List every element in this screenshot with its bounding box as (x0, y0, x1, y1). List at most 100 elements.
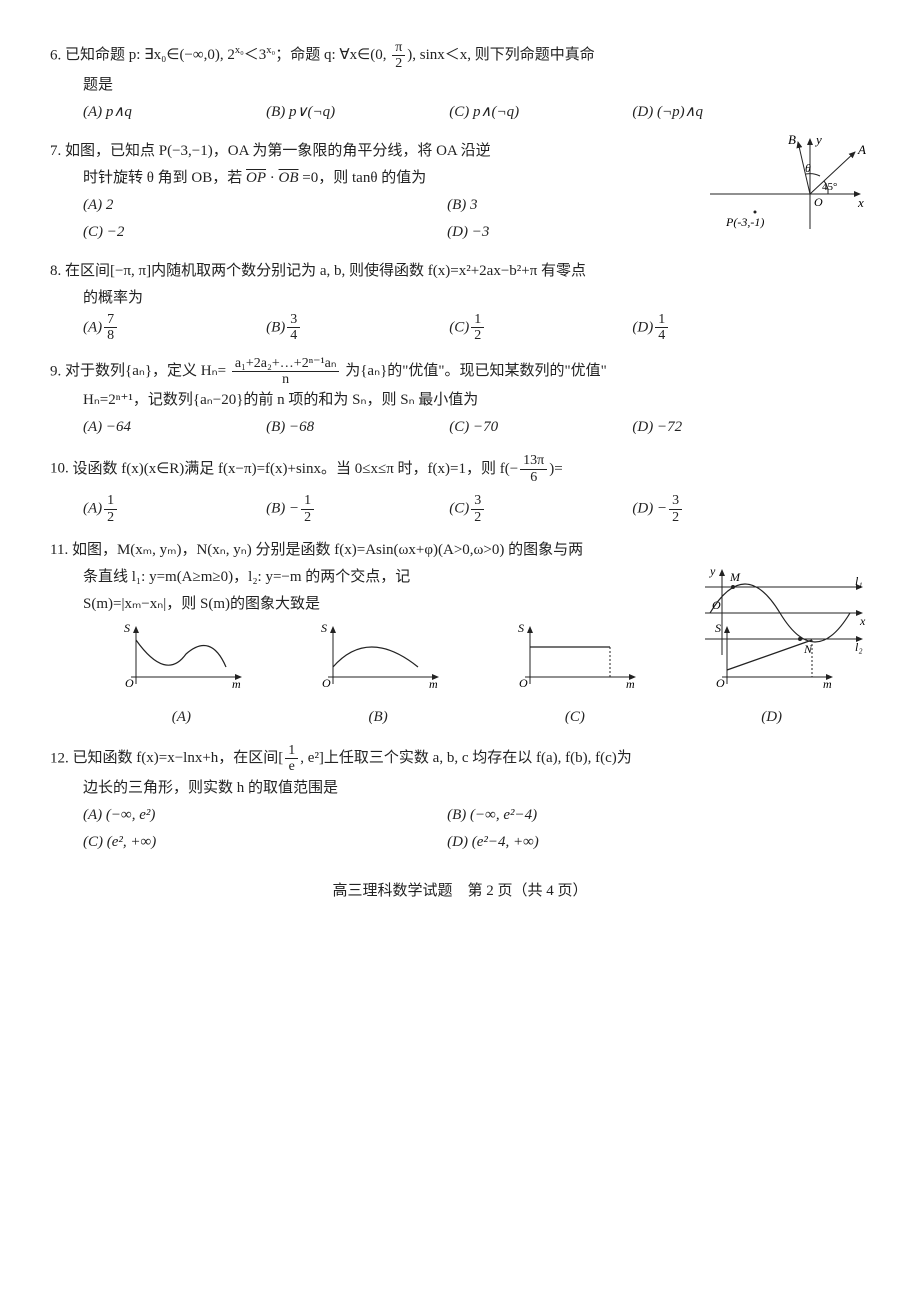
panel-c: S O m (C) (510, 622, 640, 731)
option-d: (D) −72 (632, 414, 805, 441)
option-b: (B) p∨(¬q) (266, 99, 439, 126)
panel-label-b: (B) (313, 704, 443, 731)
svg-text:O: O (716, 676, 725, 690)
q-text: 已知命题 p: ∃x₀∈(−∞,0), 2x₀＜3x₀；命题 q: ∀x∈(0,… (65, 47, 595, 63)
option-d: (D)14 (632, 312, 805, 344)
fraction: 12 (301, 493, 314, 525)
question-6: 6. 已知命题 p: ∃x₀∈(−∞,0), 2x₀＜3x₀；命题 q: ∀x∈… (50, 40, 870, 126)
panel-b-svg: S O m (313, 622, 443, 692)
label-x: x (857, 195, 864, 210)
label-y: y (814, 134, 822, 147)
text: 时针旋转 θ 角到 OB，若 (83, 170, 242, 186)
question-8: 8. 在区间[−π, π]内随机取两个数分别记为 a, b, 则使得函数 f(x… (50, 258, 870, 344)
vector-OP: OP (246, 170, 266, 186)
panel-label-a: (A) (116, 704, 246, 731)
option-b: (B) (−∞, e²−4) (447, 802, 801, 829)
label-N: N (803, 642, 813, 656)
q-num: 6. (50, 47, 61, 63)
fraction: 12 (104, 493, 117, 525)
fraction: 13π6 (520, 453, 547, 485)
fraction: 12 (471, 312, 484, 344)
fraction: 32 (471, 493, 484, 525)
panel-a: S O m (A) (116, 622, 246, 731)
q-line1: 如图，已知点 P(−3,−1)，OA 为第一象限的角平分线，将 OA 沿逆 (65, 143, 491, 159)
option-a: (A)78 (83, 312, 256, 344)
option-a: (A) −64 (83, 414, 256, 441)
text: )= (549, 461, 562, 477)
label-M: M (729, 570, 741, 584)
q11-diagram-svg: M N y x O l₁ l₂ (700, 565, 870, 660)
svg-text:O: O (519, 676, 528, 690)
label-O: O (712, 598, 721, 612)
q7-diagram-svg: A B y x O 45° θ P(-3,-1) (700, 134, 870, 239)
option-c: (C) (e², +∞) (83, 829, 437, 856)
q-line2: 的概率为 (50, 285, 870, 312)
fraction: 78 (104, 312, 117, 344)
q-num: 9. (50, 363, 61, 379)
svg-text:m: m (823, 677, 832, 691)
panel-label-d: (D) (707, 704, 837, 731)
q-num: 10. (50, 461, 69, 477)
option-a: (A) 2 (83, 192, 437, 219)
fraction: a₁+2a₂+…+2ⁿ⁻¹aₙn (232, 356, 340, 388)
text: ；命题 q: ∀x∈(0, (275, 47, 390, 63)
label-angle: 45° (822, 181, 837, 193)
q-line2: 题是 (50, 72, 870, 99)
options-row2: (C) (e², +∞) (D) (e²−4, +∞) (50, 829, 870, 856)
options: (A) −64 (B) −68 (C) −70 (D) −72 (50, 414, 870, 441)
option-a: (A) (−∞, e²) (83, 802, 437, 829)
q-line1: 设函数 f(x)(x∈R)满足 f(x−π)=f(x)+sinx。当 0≤x≤π… (73, 461, 563, 477)
option-c: (C) −70 (449, 414, 622, 441)
label-l2: l₂ (855, 640, 863, 654)
vector-OB: OB (279, 170, 299, 186)
question-10: 10. 设函数 f(x)(x∈R)满足 f(x−π)=f(x)+sinx。当 0… (50, 453, 870, 525)
svg-text:O: O (125, 676, 134, 690)
option-b: (B)34 (266, 312, 439, 344)
option-c: (C) p∧(¬q) (449, 99, 622, 126)
text: ), sinx＜x, 则下列命题中真命 (407, 47, 595, 63)
options: (A)12 (B) −12 (C)32 (D) −32 (50, 493, 870, 525)
option-c: (C)12 (449, 312, 622, 344)
q-line1: 已知函数 f(x)=x−lnx+h，在区间[1e, e²]上任取三个实数 a, … (73, 750, 632, 766)
text: =0，则 tanθ 的值为 (302, 170, 426, 186)
option-d: (D) (e²−4, +∞) (447, 829, 801, 856)
q-line2: Hₙ=2ⁿ⁺¹，记数列{aₙ−20}的前 n 项的和为 Sₙ，则 Sₙ 最小值为 (50, 387, 870, 414)
svg-text:S: S (518, 622, 524, 635)
q-line1: 如图，M(xₘ, yₘ)，N(xₙ, yₙ) 分别是函数 f(x)=Asin(ω… (72, 542, 583, 558)
option-b: (B) −68 (266, 414, 439, 441)
fraction: 32 (669, 493, 682, 525)
text: 已知命题 p: ∃x₀∈(−∞,0), 2 (65, 47, 235, 63)
text: , e²]上任取三个实数 a, b, c 均存在以 f(a), f(b), f(… (300, 750, 632, 766)
label-y: y (709, 565, 716, 578)
panel-c-svg: S O m (510, 622, 640, 692)
fraction: π2 (392, 40, 405, 72)
figure-q7: A B y x O 45° θ P(-3,-1) (700, 134, 870, 249)
question-9: 9. 对于数列{aₙ}，定义 Hₙ= a₁+2a₂+…+2ⁿ⁻¹aₙn 为{aₙ… (50, 356, 870, 442)
text: 已知函数 f(x)=x−lnx+h，在区间[ (73, 750, 284, 766)
page-footer: 高三理科数学试题 第 2 页（共 4 页） (50, 878, 870, 905)
svg-text:m: m (232, 677, 241, 691)
fraction: 1e (285, 743, 298, 775)
text: 设函数 f(x)(x∈R)满足 f(x−π)=f(x)+sinx。当 0≤x≤π… (73, 461, 519, 477)
question-7: A B y x O 45° θ P(-3,-1) 7. 如图，已知点 P(−3,… (50, 138, 870, 246)
label-x: x (859, 614, 866, 628)
question-12: 12. 已知函数 f(x)=x−lnx+h，在区间[1e, e²]上任取三个实数… (50, 743, 870, 856)
panel-label-c: (C) (510, 704, 640, 731)
panel-a-svg: S O m (116, 622, 246, 692)
label-B: B (788, 134, 796, 147)
text: 对于数列{aₙ}，定义 Hₙ= (65, 363, 226, 379)
figure-q11-main: M N y x O l₁ l₂ (700, 565, 870, 670)
options: (A)78 (B)34 (C)12 (D)14 (50, 312, 870, 344)
q-line1: 在区间[−π, π]内随机取两个数分别记为 a, b, 则使得函数 f(x)=x… (65, 263, 586, 279)
fraction: 14 (655, 312, 668, 344)
label-P: P(-3,-1) (725, 215, 764, 229)
q-line2: 边长的三角形，则实数 h 的取值范围是 (50, 775, 870, 802)
text: 为{aₙ}的"优值"。现已知某数列的"优值" (345, 363, 607, 379)
label-O: O (814, 195, 823, 209)
label-A: A (857, 142, 866, 157)
question-11: M N y x O l₁ l₂ 11. 如图，M(xₘ, yₘ)，N(xₙ, y… (50, 537, 870, 731)
option-d: (D) −32 (632, 493, 805, 525)
q-num: 11. (50, 542, 68, 558)
options: (A) p∧q (B) p∨(¬q) (C) p∧(¬q) (D) (¬p)∧q (50, 99, 870, 126)
q-line1: 对于数列{aₙ}，定义 Hₙ= a₁+2a₂+…+2ⁿ⁻¹aₙn 为{aₙ}的"… (65, 363, 607, 379)
